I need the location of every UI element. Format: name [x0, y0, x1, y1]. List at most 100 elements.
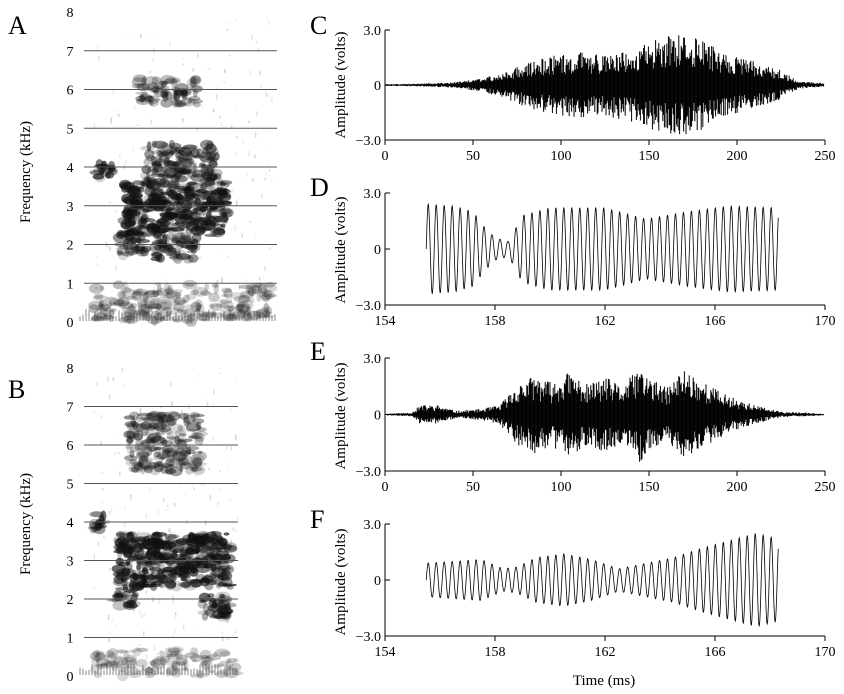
energy-blob	[131, 423, 148, 430]
noise-speck	[105, 172, 108, 176]
energy-blob	[214, 303, 229, 308]
energy-blob	[170, 436, 183, 447]
energy-blob	[126, 244, 131, 254]
noise-speck	[237, 516, 239, 521]
noise-speck	[136, 123, 138, 126]
energy-blob	[172, 647, 180, 655]
energy-blob	[152, 289, 159, 298]
energy-blob	[197, 312, 214, 317]
noise-speck	[127, 285, 129, 290]
energy-blob	[144, 305, 158, 310]
energy-blob	[199, 599, 206, 603]
energy-blob	[176, 439, 187, 448]
ytick-label: −3.0	[356, 134, 381, 149]
energy-blob	[146, 141, 152, 152]
noise-speck	[264, 266, 266, 271]
energy-blob	[116, 290, 127, 300]
xlabel-F: Time (ms)	[573, 673, 635, 689]
energy-blob	[178, 169, 191, 175]
energy-blob	[195, 554, 209, 562]
noise-speck	[118, 437, 120, 439]
energy-blob	[156, 149, 169, 158]
energy-blob	[160, 419, 176, 427]
noise-speck	[192, 68, 194, 72]
noise-speck	[150, 573, 152, 578]
energy-blob	[247, 285, 257, 297]
energy-blob	[264, 290, 273, 300]
energy-blob	[143, 158, 151, 166]
noise-speck	[207, 200, 210, 204]
waveform-C: 3.00−3.00 50 100 150 200 250	[356, 24, 836, 164]
energy-blob	[178, 89, 190, 95]
energy-blob	[182, 454, 188, 459]
noise-speck	[238, 299, 240, 303]
energy-blob	[152, 532, 168, 537]
noise-speck	[192, 483, 195, 488]
energy-blob	[174, 88, 184, 97]
noise-speck	[108, 655, 111, 657]
energy-blob	[176, 657, 185, 661]
energy-blob	[164, 85, 171, 97]
energy-blob	[187, 531, 195, 543]
energy-blob	[128, 464, 144, 473]
noise-speck	[124, 506, 126, 511]
noise-speck	[119, 153, 121, 159]
energy-blob	[106, 296, 117, 301]
energy-blob	[145, 289, 157, 296]
noise-speck	[96, 164, 99, 166]
noise-speck	[219, 372, 222, 374]
noise-speck	[219, 115, 221, 119]
energy-blob	[168, 563, 180, 568]
energy-blob	[163, 282, 171, 294]
energy-blob	[194, 554, 204, 561]
energy-blob	[135, 91, 149, 95]
energy-blob	[118, 291, 126, 299]
energy-blob	[210, 303, 223, 311]
energy-blob	[197, 192, 207, 197]
noise-speck	[235, 136, 238, 139]
energy-blob	[174, 246, 181, 256]
noise-speck	[194, 628, 196, 630]
energy-blob	[129, 445, 141, 453]
energy-blob	[118, 317, 128, 323]
energy-blob	[165, 76, 181, 85]
energy-blob	[210, 563, 217, 572]
energy-blob	[134, 238, 151, 244]
energy-blob	[154, 162, 162, 167]
energy-blob	[125, 459, 140, 467]
noise-speck	[199, 256, 201, 259]
energy-blob	[156, 302, 172, 311]
noise-speck	[254, 154, 256, 159]
energy-blob	[140, 179, 154, 187]
energy-blob	[135, 98, 151, 105]
energy-blob	[138, 416, 151, 420]
energy-blob	[130, 466, 140, 473]
energy-blob	[148, 201, 154, 213]
ytick-label: 3.0	[364, 187, 382, 202]
energy-blob	[169, 299, 181, 306]
noise-speck	[213, 389, 215, 395]
energy-blob	[199, 547, 212, 554]
noise-speck	[248, 120, 250, 124]
energy-blob	[166, 450, 178, 457]
energy-blob	[187, 459, 203, 470]
energy-blob	[154, 158, 166, 167]
noise-speck	[238, 284, 241, 290]
noise-speck	[121, 368, 124, 372]
energy-blob	[166, 432, 175, 440]
noise-speck	[204, 520, 207, 526]
noise-speck	[221, 277, 223, 284]
energy-blob	[164, 536, 171, 548]
energy-blob	[125, 603, 138, 609]
energy-blob	[169, 254, 184, 261]
ytick-label: −3.0	[356, 630, 381, 645]
energy-blob	[156, 411, 166, 419]
energy-blob	[204, 233, 217, 237]
energy-blob	[153, 207, 165, 212]
energy-blob	[156, 453, 171, 460]
energy-blob	[141, 542, 149, 549]
energy-blob	[193, 536, 206, 542]
energy-blob	[172, 161, 180, 170]
